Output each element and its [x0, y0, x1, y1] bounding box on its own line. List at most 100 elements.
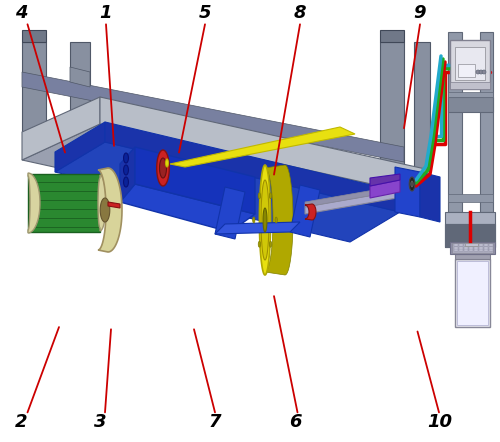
- Polygon shape: [484, 247, 488, 248]
- Polygon shape: [28, 173, 40, 233]
- Polygon shape: [28, 174, 100, 232]
- Polygon shape: [469, 247, 473, 248]
- Polygon shape: [215, 222, 300, 234]
- Polygon shape: [445, 224, 495, 247]
- Polygon shape: [474, 247, 478, 248]
- Polygon shape: [420, 172, 440, 222]
- Polygon shape: [489, 244, 493, 246]
- Polygon shape: [452, 243, 493, 253]
- Polygon shape: [479, 70, 483, 74]
- Polygon shape: [469, 244, 473, 246]
- Text: 7: 7: [209, 413, 221, 431]
- Polygon shape: [124, 177, 128, 187]
- Polygon shape: [70, 67, 90, 87]
- Polygon shape: [455, 47, 485, 80]
- Polygon shape: [464, 249, 468, 251]
- Polygon shape: [445, 212, 495, 224]
- Text: 4: 4: [15, 4, 27, 22]
- Polygon shape: [370, 174, 400, 186]
- Polygon shape: [22, 30, 46, 42]
- Polygon shape: [414, 42, 430, 200]
- Text: 10: 10: [428, 413, 452, 431]
- Polygon shape: [479, 247, 483, 248]
- Text: 3: 3: [94, 413, 106, 431]
- Polygon shape: [479, 249, 483, 251]
- Polygon shape: [484, 249, 488, 251]
- Polygon shape: [465, 243, 478, 246]
- Polygon shape: [469, 249, 473, 251]
- Polygon shape: [455, 254, 490, 259]
- Polygon shape: [275, 217, 278, 223]
- Polygon shape: [305, 204, 316, 220]
- Polygon shape: [22, 124, 430, 232]
- Polygon shape: [459, 247, 463, 248]
- Polygon shape: [120, 147, 135, 202]
- Polygon shape: [454, 249, 458, 251]
- Polygon shape: [411, 181, 413, 187]
- Polygon shape: [120, 184, 255, 232]
- Polygon shape: [261, 180, 269, 260]
- Polygon shape: [22, 72, 404, 162]
- Polygon shape: [380, 42, 404, 184]
- Polygon shape: [263, 208, 267, 232]
- Polygon shape: [156, 150, 170, 186]
- Polygon shape: [448, 32, 462, 212]
- Polygon shape: [395, 167, 420, 217]
- Polygon shape: [215, 187, 245, 239]
- Text: 2: 2: [15, 413, 27, 431]
- Polygon shape: [305, 182, 420, 207]
- Polygon shape: [265, 165, 293, 275]
- Polygon shape: [258, 193, 260, 199]
- Polygon shape: [55, 142, 400, 242]
- Polygon shape: [459, 244, 463, 246]
- Polygon shape: [22, 97, 100, 160]
- Polygon shape: [305, 187, 420, 214]
- Text: 9: 9: [414, 4, 426, 22]
- Polygon shape: [459, 249, 463, 251]
- Polygon shape: [290, 185, 320, 237]
- Polygon shape: [166, 159, 168, 167]
- Polygon shape: [98, 168, 122, 252]
- Polygon shape: [464, 247, 468, 248]
- Polygon shape: [135, 147, 255, 214]
- Polygon shape: [124, 153, 128, 163]
- Polygon shape: [457, 261, 488, 325]
- Polygon shape: [448, 194, 493, 202]
- Polygon shape: [100, 97, 430, 197]
- Text: 5: 5: [199, 4, 211, 22]
- Polygon shape: [474, 244, 478, 246]
- Polygon shape: [409, 177, 415, 191]
- Polygon shape: [55, 122, 105, 172]
- Polygon shape: [370, 180, 400, 198]
- Polygon shape: [70, 42, 90, 157]
- Polygon shape: [489, 247, 493, 248]
- Polygon shape: [170, 127, 355, 167]
- Polygon shape: [474, 249, 478, 251]
- Polygon shape: [480, 32, 493, 212]
- Polygon shape: [448, 92, 493, 97]
- Polygon shape: [260, 165, 270, 275]
- Polygon shape: [450, 40, 490, 89]
- Polygon shape: [482, 70, 486, 74]
- Polygon shape: [458, 64, 475, 77]
- Polygon shape: [108, 202, 120, 208]
- Polygon shape: [270, 241, 272, 247]
- Polygon shape: [22, 42, 46, 132]
- Polygon shape: [448, 97, 493, 112]
- Polygon shape: [450, 242, 495, 254]
- Polygon shape: [455, 259, 490, 327]
- Polygon shape: [258, 241, 260, 247]
- Polygon shape: [479, 244, 483, 246]
- Polygon shape: [450, 82, 490, 89]
- Polygon shape: [160, 158, 166, 178]
- Polygon shape: [270, 193, 272, 199]
- Polygon shape: [489, 249, 493, 251]
- Polygon shape: [124, 165, 128, 175]
- Polygon shape: [105, 122, 400, 212]
- Polygon shape: [380, 30, 404, 42]
- Polygon shape: [252, 217, 255, 223]
- Polygon shape: [100, 198, 110, 222]
- Polygon shape: [98, 175, 106, 231]
- Polygon shape: [464, 244, 468, 246]
- Text: 8: 8: [294, 4, 306, 22]
